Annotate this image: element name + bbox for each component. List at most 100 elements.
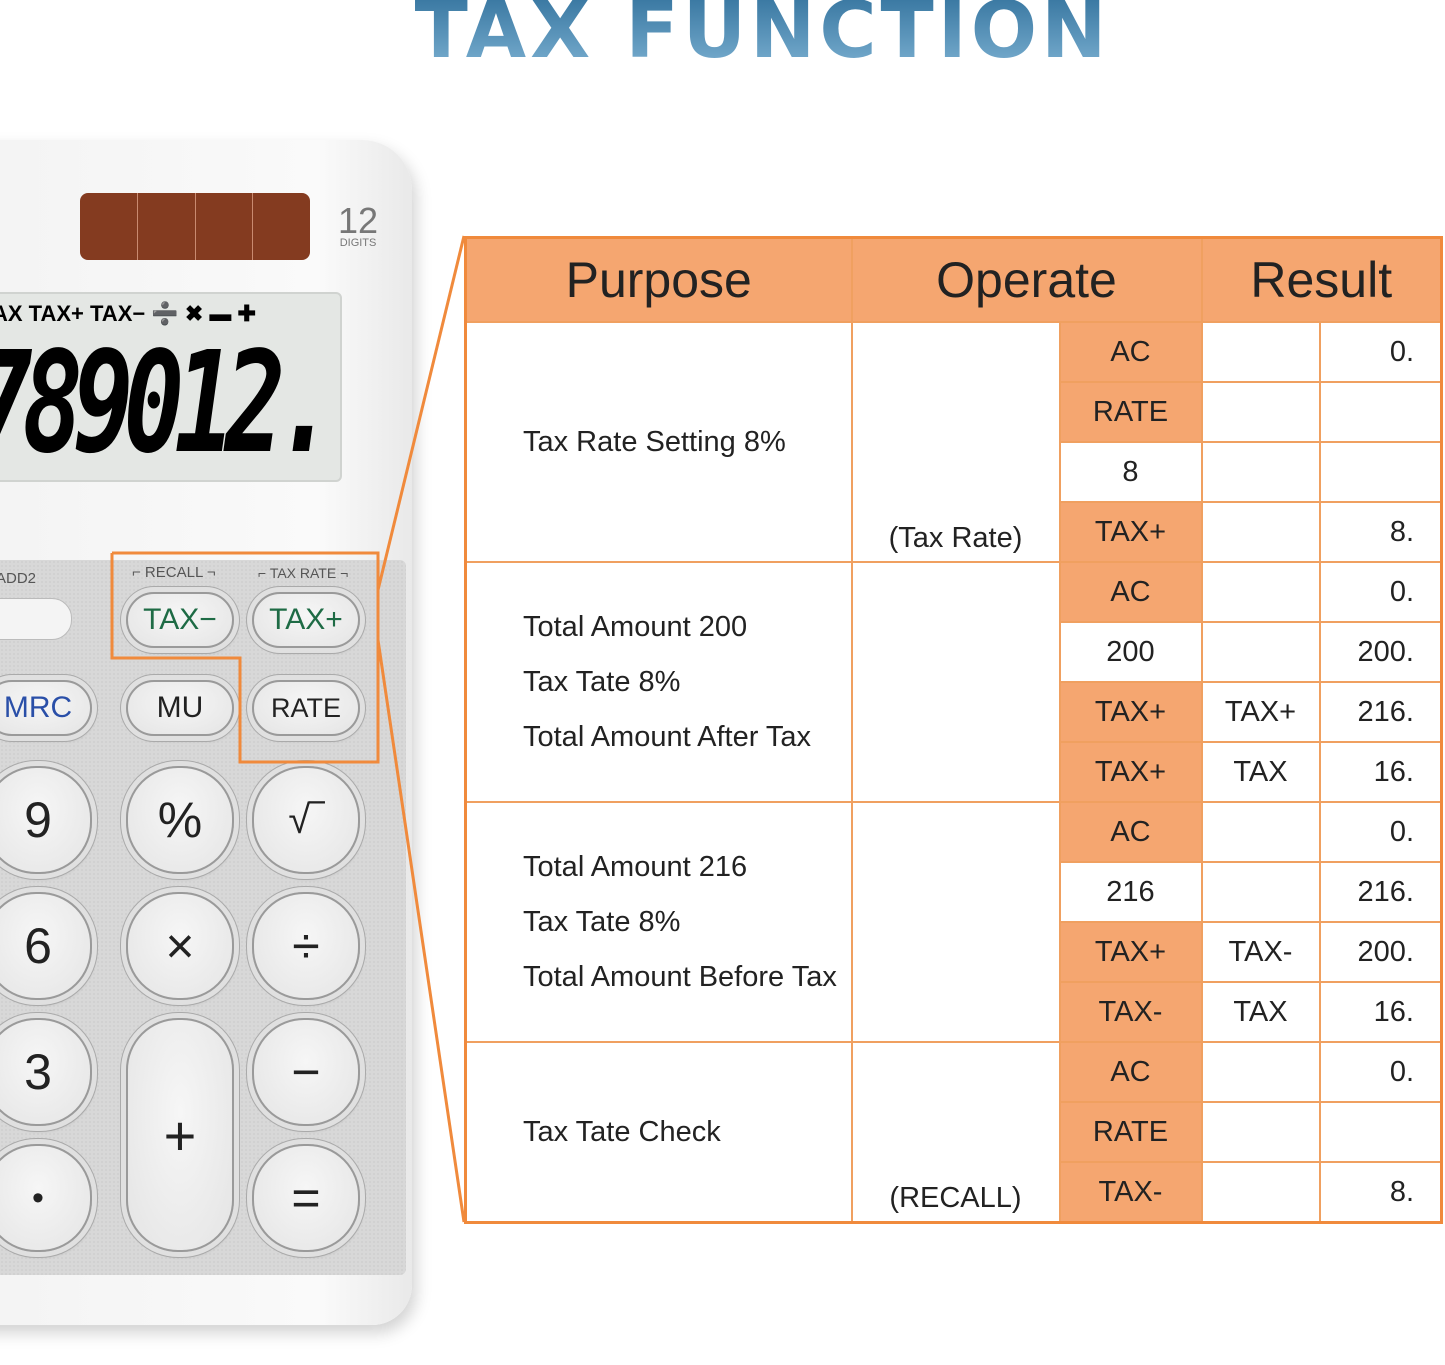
table-row: RATE xyxy=(466,381,1443,443)
add2-label: ADD2 xyxy=(0,570,37,587)
key-cell: 216 xyxy=(1058,861,1203,923)
digits-number: 12 xyxy=(338,200,379,241)
header-operate: Operate xyxy=(850,236,1203,323)
table-row: TAX+ TAX 16. xyxy=(466,741,1443,803)
key-cell: AC xyxy=(1058,1041,1203,1103)
display-indicator-cell xyxy=(1200,1041,1321,1103)
result-cell xyxy=(1318,1101,1443,1163)
mrc-key[interactable]: MRC xyxy=(0,680,92,736)
table-row: TAX- 8. xyxy=(466,1161,1443,1224)
key-9[interactable]: 9 xyxy=(0,766,92,874)
display-indicator-cell xyxy=(1200,381,1321,443)
tax-operations-table: Purpose Operate Result Tax Rate Setting … xyxy=(464,236,1443,1224)
purpose-line: Tax Tate Check xyxy=(523,1115,721,1148)
display-indicator-cell xyxy=(1200,861,1321,923)
equals-key[interactable]: = xyxy=(252,1144,360,1252)
sqrt-key[interactable]: √‾ xyxy=(252,766,360,874)
display-indicator-cell xyxy=(1200,1161,1321,1224)
table-row: 8 xyxy=(466,441,1443,503)
display-indicator-cell: TAX xyxy=(1200,981,1321,1043)
operate-note: (Tax Rate) xyxy=(850,321,1061,563)
result-cell: 0. xyxy=(1318,321,1443,383)
display-indicator-cell xyxy=(1200,561,1321,623)
result-cell: 216. xyxy=(1318,681,1443,743)
display-indicator-cell xyxy=(1200,441,1321,503)
result-cell xyxy=(1318,441,1443,503)
result-cell: 8. xyxy=(1318,501,1443,563)
header-result: Result xyxy=(1200,236,1443,323)
result-cell: 16. xyxy=(1318,981,1443,1043)
result-cell: 8. xyxy=(1318,1161,1443,1224)
result-cell: 200. xyxy=(1318,921,1443,983)
lcd-indicators: AX TAX+ TAX− ➗ ✖ ▬ ✚ xyxy=(0,301,256,326)
tax-minus-key[interactable]: TAX− xyxy=(126,592,234,648)
purpose-line: Tax Tate 8% xyxy=(523,665,681,698)
display-indicator-cell xyxy=(1200,321,1321,383)
purpose-cell: Total Amount 200 Tax Tate 8% Total Amount … xyxy=(464,561,853,803)
purpose-line: Total Amount After Tax xyxy=(523,720,812,753)
table-row: TAX- TAX 16. xyxy=(466,981,1443,1043)
display-indicator-cell: TAX- xyxy=(1200,921,1321,983)
operate-note xyxy=(850,561,1061,803)
purpose-line: Total Amount 216 xyxy=(523,850,748,883)
purpose-cell: Tax Rate Setting 8% xyxy=(464,321,853,563)
percent-key[interactable]: % xyxy=(126,766,234,874)
digits-label: DIGITS xyxy=(339,237,377,249)
display-indicator-cell xyxy=(1200,801,1321,863)
divide-key[interactable]: ÷ xyxy=(252,892,360,1000)
purpose-cell: Tax Tate Check xyxy=(464,1041,853,1224)
display-indicator-cell xyxy=(1200,621,1321,683)
display-indicator-cell xyxy=(1200,1101,1321,1163)
result-cell xyxy=(1318,381,1443,443)
solar-panel xyxy=(80,193,310,260)
key-cell: TAX+ xyxy=(1058,741,1203,803)
purpose-line: Tax Rate Setting 8% xyxy=(523,425,786,458)
result-cell: 216. xyxy=(1318,861,1443,923)
operate-note xyxy=(850,801,1061,1043)
decimal-key[interactable]: • xyxy=(0,1144,92,1252)
table-row: TAX+ TAX- 200. xyxy=(466,921,1443,983)
operate-note: (RECALL) xyxy=(850,1041,1061,1224)
rate-key[interactable]: RATE xyxy=(252,680,360,736)
key-cell: AC xyxy=(1058,801,1203,863)
key-cell: TAX+ xyxy=(1058,501,1203,563)
minus-key[interactable]: − xyxy=(252,1018,360,1126)
lcd-display: AX TAX+ TAX− ➗ ✖ ▬ ✚ 789012. xyxy=(0,292,342,482)
key-3[interactable]: 3 xyxy=(0,1018,92,1126)
page-title: TAX FUNCTION xyxy=(0,0,1445,76)
table-row: RATE xyxy=(466,1101,1443,1163)
multiply-key[interactable]: × xyxy=(126,892,234,1000)
table-row: Tax Rate Setting 8% (Tax Rate) AC 0. xyxy=(464,321,1443,563)
key-cell: 200 xyxy=(1058,621,1203,683)
purpose-line: Total Amount Before Tax xyxy=(523,960,837,993)
tax-plus-key[interactable]: TAX+ xyxy=(252,592,360,648)
key-cell: TAX- xyxy=(1058,1161,1203,1224)
result-cell: 200. xyxy=(1318,621,1443,683)
key-6[interactable]: 6 xyxy=(0,892,92,1000)
digits-badge: 12 DIGITS xyxy=(338,200,379,250)
key-cell: TAX+ xyxy=(1058,681,1203,743)
recall-label: ⌐ RECALL ¬ xyxy=(132,564,216,581)
table-row: Total Amount 200 Tax Tate 8% Total Amount … xyxy=(464,561,1443,803)
mu-key[interactable]: MU xyxy=(126,680,234,736)
mode-switch[interactable] xyxy=(0,598,72,640)
table-row: 200 200. xyxy=(466,621,1443,683)
key-cell: TAX+ xyxy=(1058,921,1203,983)
key-cell: TAX- xyxy=(1058,981,1203,1043)
key-cell: AC xyxy=(1058,321,1203,383)
plus-key[interactable]: + xyxy=(126,1018,234,1252)
header-purpose: Purpose xyxy=(464,236,853,323)
result-cell: 16. xyxy=(1318,741,1443,803)
purpose-line: Total Amount 200 xyxy=(523,610,748,643)
display-indicator-cell: TAX xyxy=(1200,741,1321,803)
key-cell: RATE xyxy=(1058,1101,1203,1163)
display-indicator-cell xyxy=(1200,501,1321,563)
table-row: TAX+ TAX+ 216. xyxy=(466,681,1443,743)
result-cell: 0. xyxy=(1318,801,1443,863)
key-cell: RATE xyxy=(1058,381,1203,443)
display-indicator-cell: TAX+ xyxy=(1200,681,1321,743)
table-row: Tax Tate Check (RECALL) AC 0. xyxy=(464,1041,1443,1224)
key-cell: AC xyxy=(1058,561,1203,623)
